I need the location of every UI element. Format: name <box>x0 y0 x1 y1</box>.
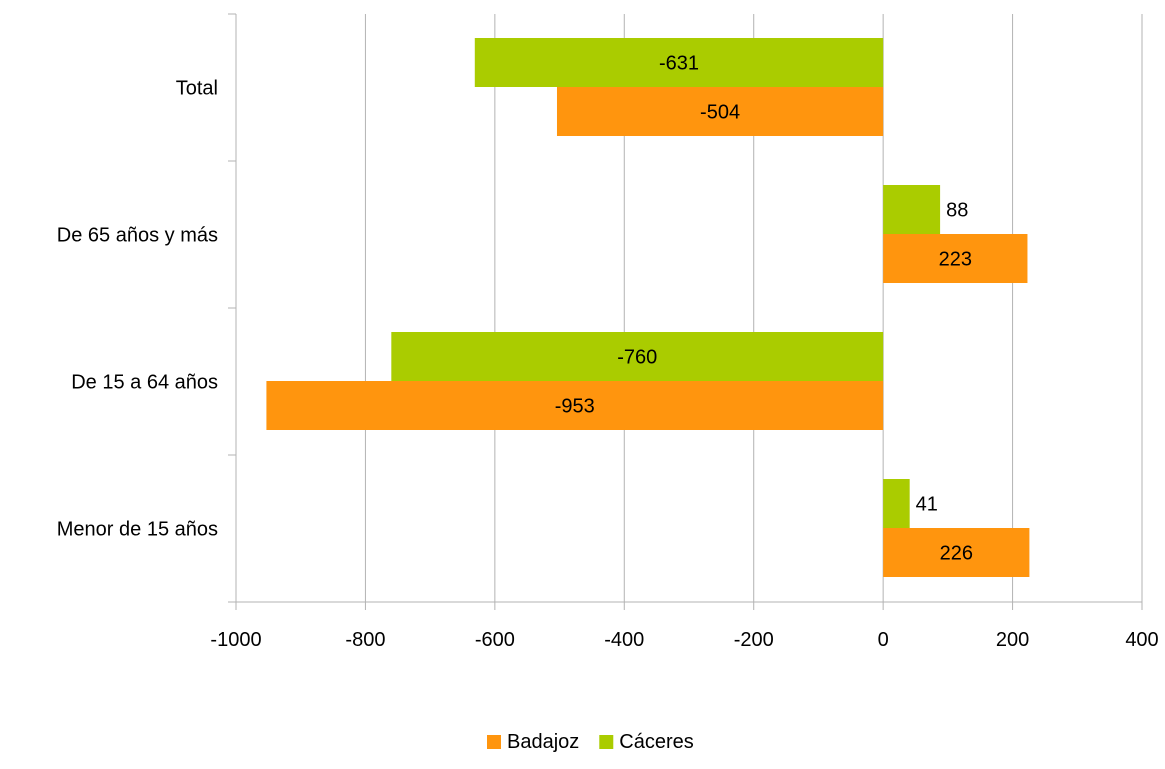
bar-caceres <box>474 38 884 87</box>
bar-badajoz <box>266 381 884 430</box>
x-tick-label: -1000 <box>210 629 261 651</box>
data-label: 223 <box>939 249 972 271</box>
x-tick-label: 400 <box>1125 629 1158 651</box>
category-label: De 15 a 64 años <box>71 372 218 394</box>
legend-swatch <box>599 735 614 749</box>
x-tick-label: -400 <box>604 629 644 651</box>
x-tick-label: -600 <box>475 629 515 651</box>
data-label: -760 <box>617 347 657 369</box>
data-label: -953 <box>555 396 595 418</box>
data-label: 41 <box>916 494 938 516</box>
data-label: 88 <box>946 200 968 222</box>
axes: -1000 -800 -600 -400 -200 0 200 400 Total De 65 a… <box>57 13 1159 651</box>
bar-caceres <box>883 479 910 528</box>
x-tick-label: 0 <box>878 629 889 651</box>
bars <box>266 38 1030 577</box>
bar-caceres <box>391 332 884 381</box>
legend: Badajoz Cáceres <box>487 731 694 753</box>
data-label: -631 <box>659 53 699 75</box>
x-tick-label: 200 <box>996 629 1029 651</box>
data-labels: -631 88 -760 41 -504 223 -953 226 <box>555 53 973 565</box>
data-label: 226 <box>940 543 973 565</box>
bar-badajoz <box>883 234 1028 283</box>
data-label: -504 <box>700 102 740 124</box>
category-label: Menor de 15 años <box>57 519 218 541</box>
legend-label: Badajoz <box>507 731 579 753</box>
legend-label: Cáceres <box>619 731 693 753</box>
x-tick-label: -800 <box>345 629 385 651</box>
bar-caceres <box>883 185 941 234</box>
legend-swatch <box>487 735 501 749</box>
category-label: De 65 años y más <box>57 225 218 247</box>
x-tick-label: -200 <box>734 629 774 651</box>
category-label: Total <box>176 78 218 100</box>
bar-badajoz <box>556 87 884 136</box>
bar-badajoz <box>883 528 1030 577</box>
